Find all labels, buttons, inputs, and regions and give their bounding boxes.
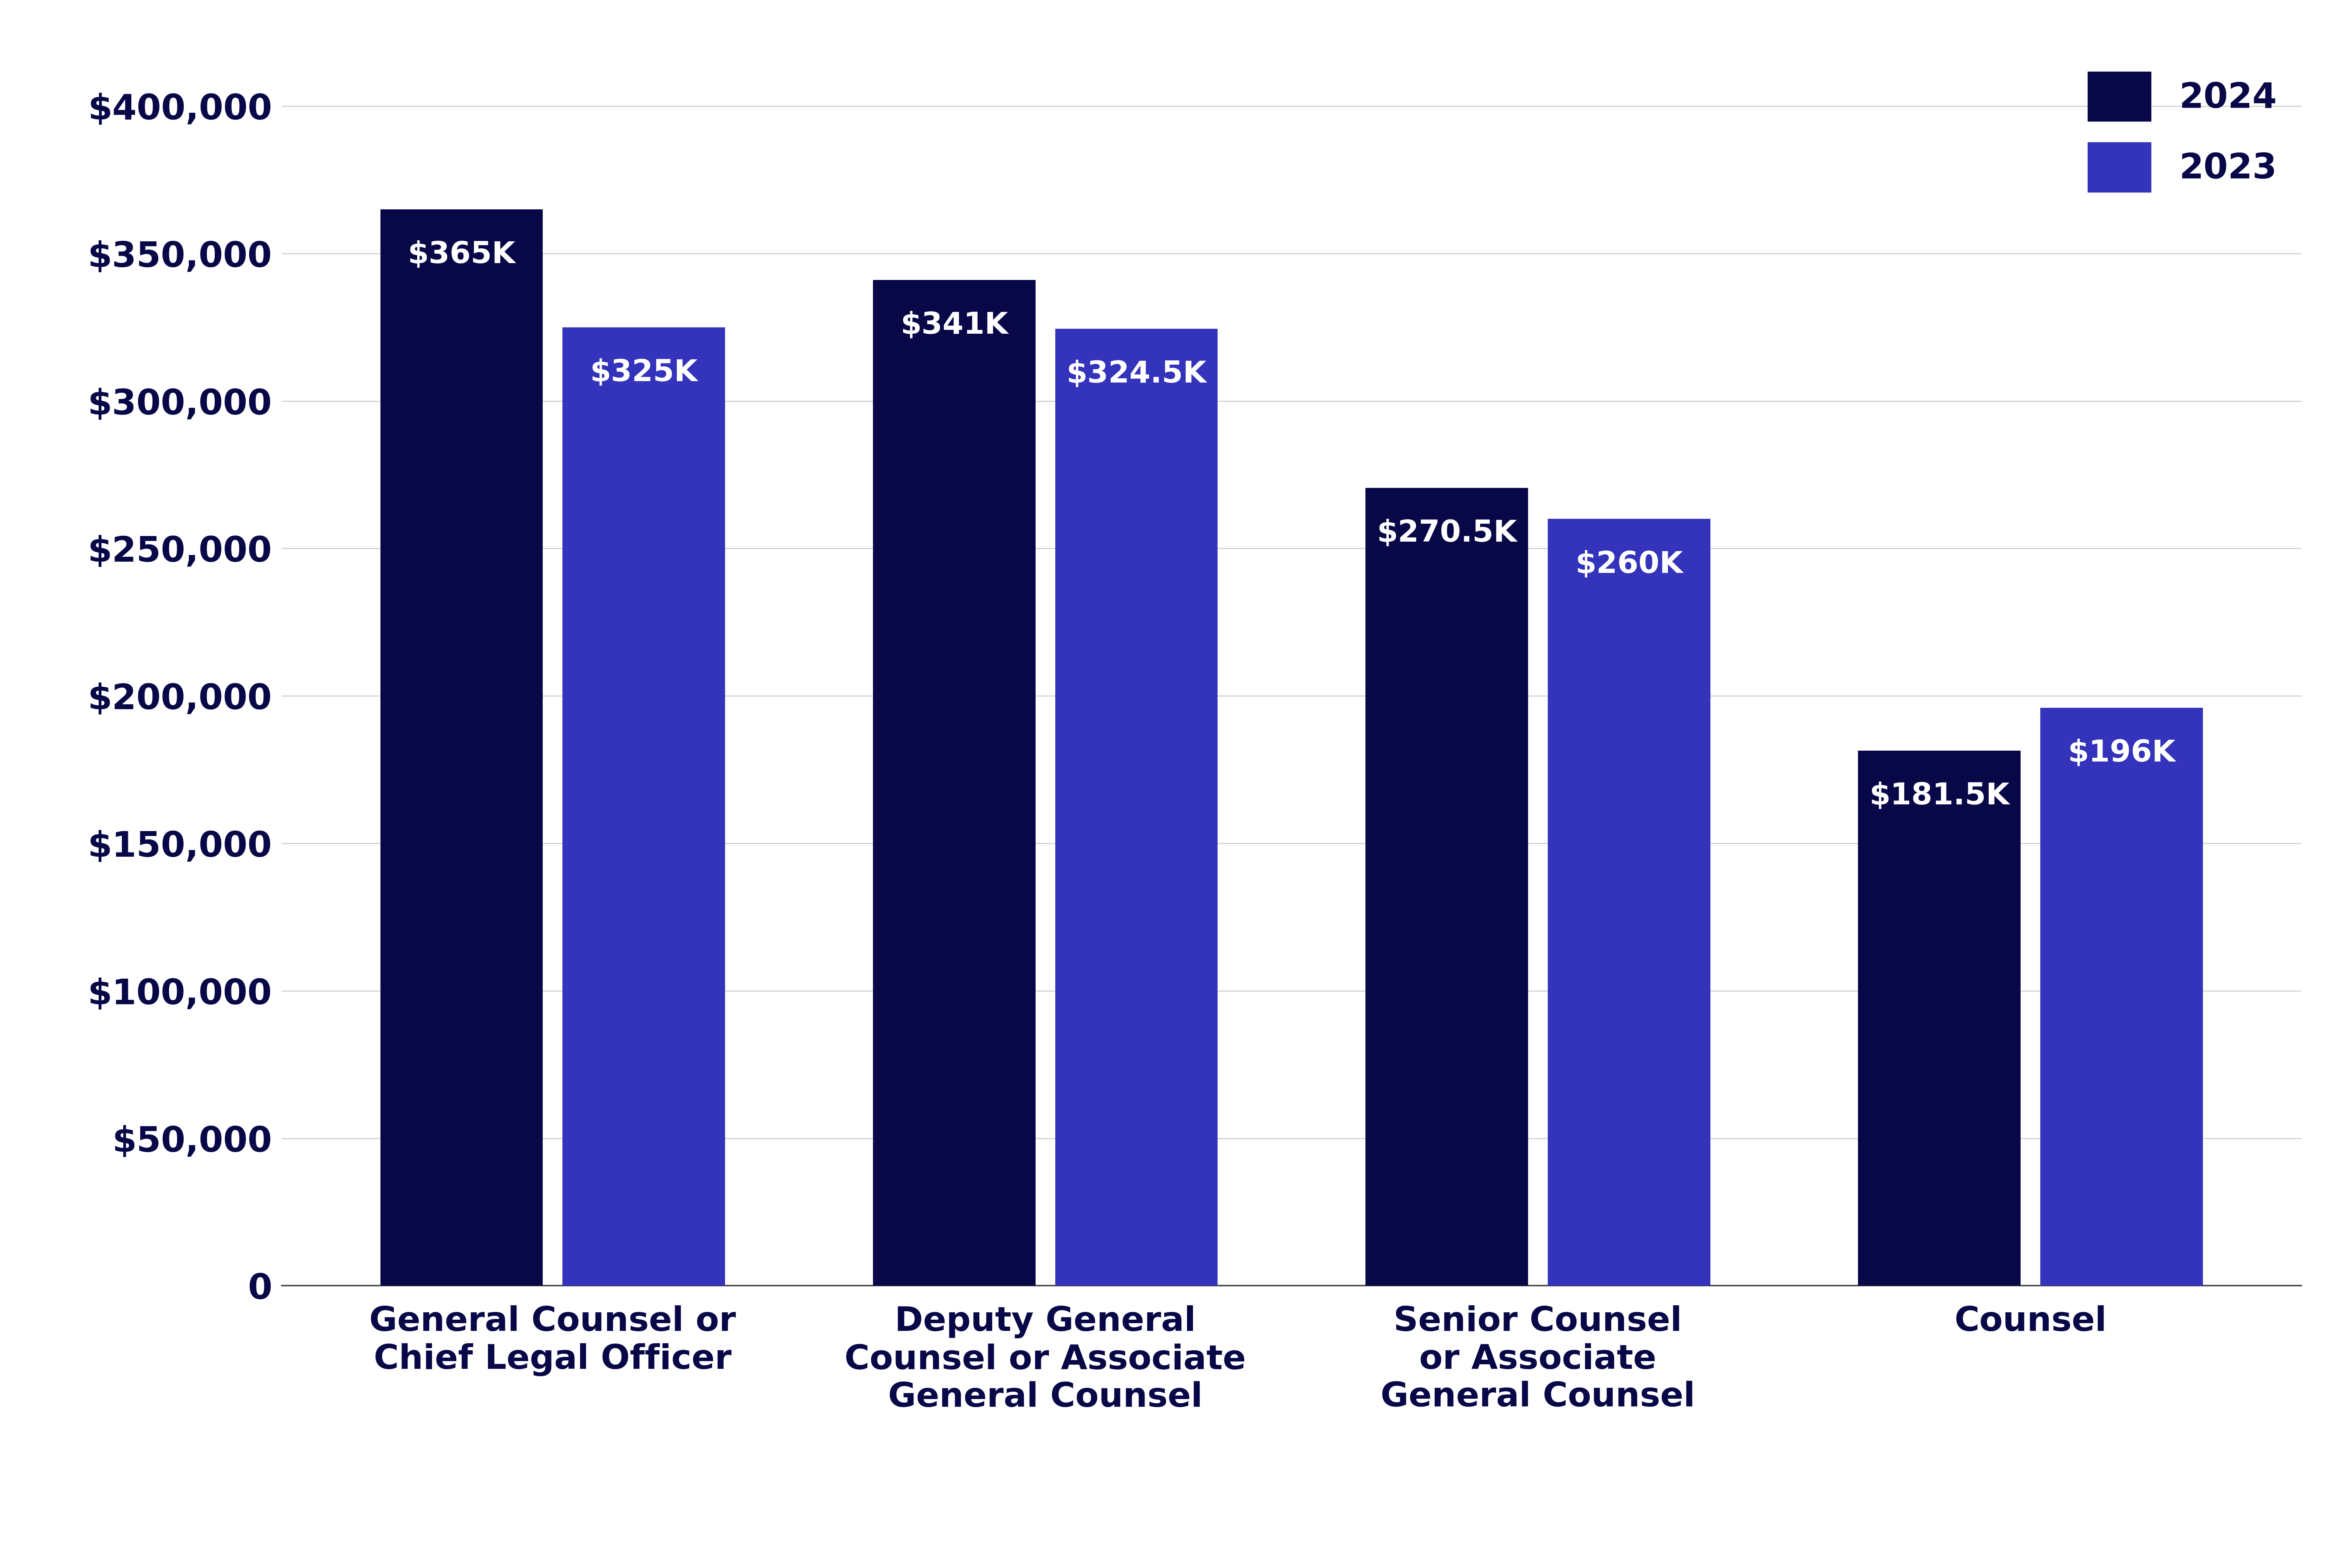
Text: $325K: $325K (589, 358, 697, 387)
Bar (1547, 519, 1709, 1286)
Text: $270.5K: $270.5K (1376, 519, 1517, 549)
Text: $324.5K: $324.5K (1066, 359, 1207, 389)
Text: $341K: $341K (899, 310, 1007, 340)
Bar (380, 209, 542, 1286)
Bar (2040, 707, 2202, 1286)
Bar (1364, 488, 1529, 1286)
Bar (1054, 329, 1219, 1286)
Bar (1857, 751, 2019, 1286)
Text: $365K: $365K (409, 240, 517, 270)
Text: $181.5K: $181.5K (1869, 781, 2010, 811)
Legend: 2024, 2023: 2024, 2023 (2073, 58, 2292, 205)
Bar (564, 328, 726, 1286)
Text: $260K: $260K (1576, 550, 1684, 579)
Bar (873, 281, 1035, 1286)
Text: $196K: $196K (2069, 739, 2174, 768)
